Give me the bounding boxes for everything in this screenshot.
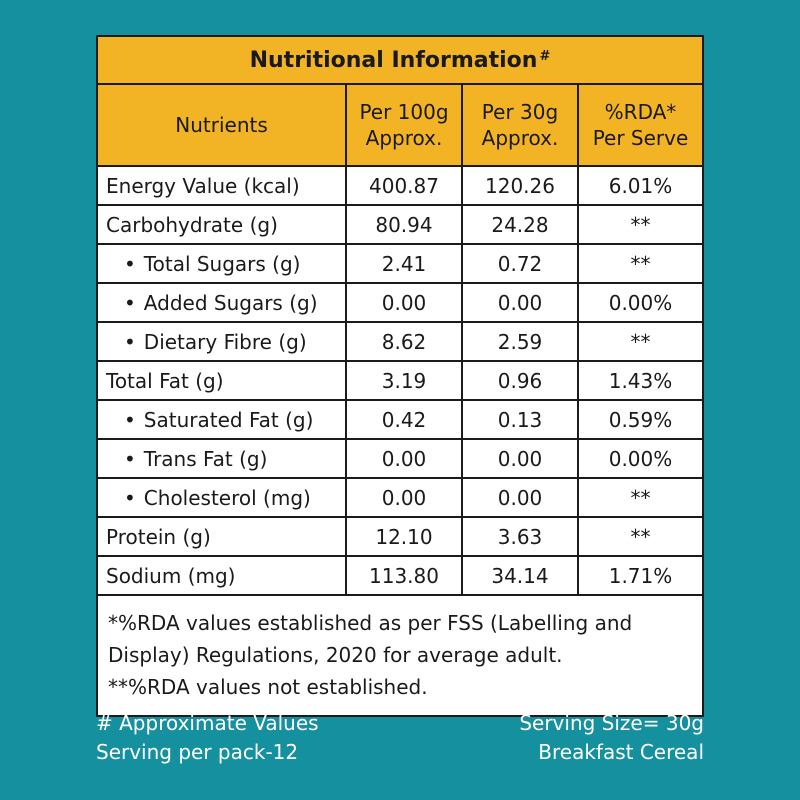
nutrient-name: • Trans Fat (g): [98, 438, 347, 478]
table-title: Nutritional Information #: [98, 37, 702, 85]
per-100g-value: 400.87: [345, 166, 463, 205]
per-30g-value: 0.00: [461, 282, 579, 322]
rda-value: 1.71%: [577, 555, 702, 594]
header-per-100g: Per 100g Approx.: [345, 85, 463, 167]
table-row-carbohydrate: Carbohydrate (g) 80.94 24.28 **: [98, 204, 702, 244]
nutrient-name: • Total Sugars (g): [98, 243, 347, 283]
per-30g-value: 0.00: [461, 477, 579, 517]
footer-left: # Approximate Values Serving per pack-12: [96, 709, 319, 767]
nutrition-table: Nutrients Per 100g Approx. Per 30g Approx.…: [98, 85, 702, 594]
note-line-2: Display) Regulations, 2020 for average a…: [108, 643, 563, 667]
title-text: Nutritional Information: [249, 47, 538, 73]
per-100g-value: 0.00: [345, 282, 463, 322]
rda-value: 0.59%: [577, 399, 702, 439]
per-30g-value: 0.00: [461, 438, 579, 478]
per-100g-value: 0.42: [345, 399, 463, 439]
table-row-added-sugars: • Added Sugars (g) 0.00 0.00 0.00%: [98, 282, 702, 322]
per-100g-value: 2.41: [345, 243, 463, 283]
serving-per-pack: Serving per pack-12: [96, 740, 299, 764]
nutrient-name: Energy Value (kcal): [98, 166, 347, 205]
table-row-energy: Energy Value (kcal) 400.87 120.26 6.01%: [98, 166, 702, 205]
table-row-total-fat: Total Fat (g) 3.19 0.96 1.43%: [98, 360, 702, 400]
note-line-3: **%RDA values not established.: [108, 675, 428, 699]
nutrient-name: Protein (g): [98, 516, 347, 556]
table-row-saturated-fat: • Saturated Fat (g) 0.42 0.13 0.59%: [98, 399, 702, 439]
serving-size: Serving Size= 30g: [519, 711, 704, 735]
title-mark: #: [539, 48, 551, 64]
footer: # Approximate Values Serving per pack-12…: [96, 709, 704, 767]
bullet-icon: •: [124, 329, 136, 354]
per-30g-value: 24.28: [461, 204, 579, 244]
per-30g-value: 0.13: [461, 399, 579, 439]
nutrition-table-card: Nutritional Information # Nutrients Per 1…: [96, 35, 704, 717]
table-row-cholesterol: • Cholesterol (mg) 0.00 0.00 **: [98, 477, 702, 517]
bullet-icon: •: [124, 407, 136, 432]
table-row-dietary-fibre: • Dietary Fibre (g) 8.62 2.59 **: [98, 321, 702, 361]
per-100g-value: 0.00: [345, 477, 463, 517]
per-100g-value: 80.94: [345, 204, 463, 244]
nutrient-name: Total Fat (g): [98, 360, 347, 400]
footer-right: Serving Size= 30g Breakfast Cereal: [519, 709, 704, 767]
header-per-30g: Per 30g Approx.: [461, 85, 579, 167]
per-30g-value: 34.14: [461, 555, 579, 594]
rda-value: **: [577, 516, 702, 556]
rda-value: **: [577, 204, 702, 244]
bullet-icon: •: [124, 485, 136, 510]
note-line-1: *%RDA values established as per FSS (Lab…: [108, 611, 633, 635]
table-row-sodium: Sodium (mg) 113.80 34.14 1.71%: [98, 555, 702, 594]
rda-value: 0.00%: [577, 282, 702, 322]
nutrient-name: Carbohydrate (g): [98, 204, 347, 244]
header-nutrients: Nutrients: [98, 85, 347, 167]
bullet-icon: •: [124, 290, 136, 315]
per-30g-value: 0.96: [461, 360, 579, 400]
nutrient-name: Sodium (mg): [98, 555, 347, 594]
nutrient-name: • Cholesterol (mg): [98, 477, 347, 517]
rda-value: **: [577, 477, 702, 517]
rda-value: **: [577, 243, 702, 283]
table-row-trans-fat: • Trans Fat (g) 0.00 0.00 0.00%: [98, 438, 702, 478]
rda-value: 0.00%: [577, 438, 702, 478]
nutrient-name: • Dietary Fibre (g): [98, 321, 347, 361]
per-30g-value: 3.63: [461, 516, 579, 556]
per-30g-value: 120.26: [461, 166, 579, 205]
nutrient-name: • Added Sugars (g): [98, 282, 347, 322]
product-name: Breakfast Cereal: [538, 740, 704, 764]
rda-notes: *%RDA values established as per FSS (Lab…: [98, 594, 702, 715]
rda-value: **: [577, 321, 702, 361]
per-100g-value: 3.19: [345, 360, 463, 400]
approximate-values-note: # Approximate Values: [96, 711, 319, 735]
header-rda: %RDA* Per Serve: [577, 85, 702, 167]
table-row-total-sugars: • Total Sugars (g) 2.41 0.72 **: [98, 243, 702, 283]
rda-value: 6.01%: [577, 166, 702, 205]
per-100g-value: 113.80: [345, 555, 463, 594]
per-100g-value: 12.10: [345, 516, 463, 556]
per-100g-value: 0.00: [345, 438, 463, 478]
per-100g-value: 8.62: [345, 321, 463, 361]
header-row: Nutrients Per 100g Approx. Per 30g Approx.…: [98, 85, 702, 167]
bullet-icon: •: [124, 446, 136, 471]
bullet-icon: •: [124, 251, 136, 276]
rda-value: 1.43%: [577, 360, 702, 400]
per-30g-value: 2.59: [461, 321, 579, 361]
nutrient-name: • Saturated Fat (g): [98, 399, 347, 439]
per-30g-value: 0.72: [461, 243, 579, 283]
table-row-protein: Protein (g) 12.10 3.63 **: [98, 516, 702, 556]
